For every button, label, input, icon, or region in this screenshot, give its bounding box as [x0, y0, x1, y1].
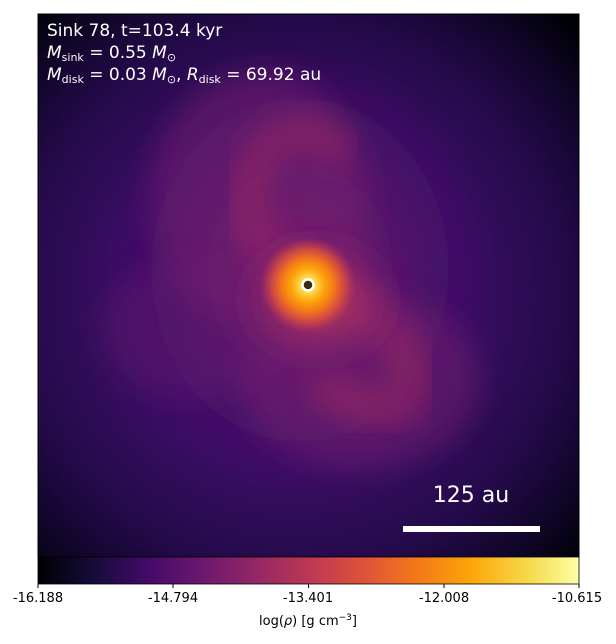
radius-symbol: R: [186, 65, 199, 85]
colorbar-tick-label: -16.188: [12, 591, 64, 606]
disk-solar-mass-symbol: M: [152, 65, 167, 85]
sink-subscript: sink: [61, 51, 84, 64]
sink-mass-line: Msink = 0.55 M⊙: [47, 43, 177, 64]
disk-sun-subscript: ⊙: [166, 73, 177, 86]
radius-unit: au: [299, 65, 322, 85]
colorbar-ticks: [37, 584, 580, 588]
colorbar-label-close: ]: [351, 614, 357, 629]
disk-mass-value: 0.03: [108, 65, 147, 85]
disk-subscript: disk: [61, 73, 84, 86]
unit-exponent: −3: [338, 613, 352, 623]
scale-bar-label: 125 au: [432, 483, 510, 508]
radius-subscript: disk: [198, 73, 221, 86]
solar-mass-symbol: M: [152, 43, 167, 63]
density-map: [38, 14, 579, 557]
colorbar-tick-label: -13.401: [282, 591, 334, 606]
colorbar-tick-label: -14.794: [147, 591, 199, 606]
disk-mass-symbol: M: [47, 65, 62, 85]
colorbar: [38, 557, 579, 584]
colorbar-label-unit: ) [g cm: [292, 614, 339, 629]
sun-subscript: ⊙: [166, 51, 177, 64]
sink-marker: [301, 278, 315, 292]
disk-radius-value: 69.92: [245, 65, 295, 85]
colorbar-tick-label: -10.615: [551, 591, 603, 606]
colorbar-label-prefix: log(: [259, 614, 284, 629]
sink-info-line: Sink 78, t=103.4 kyr: [47, 21, 223, 41]
disk-properties-line: Mdisk = 0.03 M⊙, Rdisk = 69.92 au: [47, 65, 322, 86]
rho-symbol: ρ: [283, 614, 293, 629]
scale-bar: [403, 526, 540, 532]
mass-symbol: M: [47, 43, 62, 63]
colorbar-label: log(ρ) [g cm−3]: [259, 613, 357, 629]
colorbar-tick-label: -12.008: [418, 591, 470, 606]
sink-mass-value: 0.55: [108, 43, 147, 63]
